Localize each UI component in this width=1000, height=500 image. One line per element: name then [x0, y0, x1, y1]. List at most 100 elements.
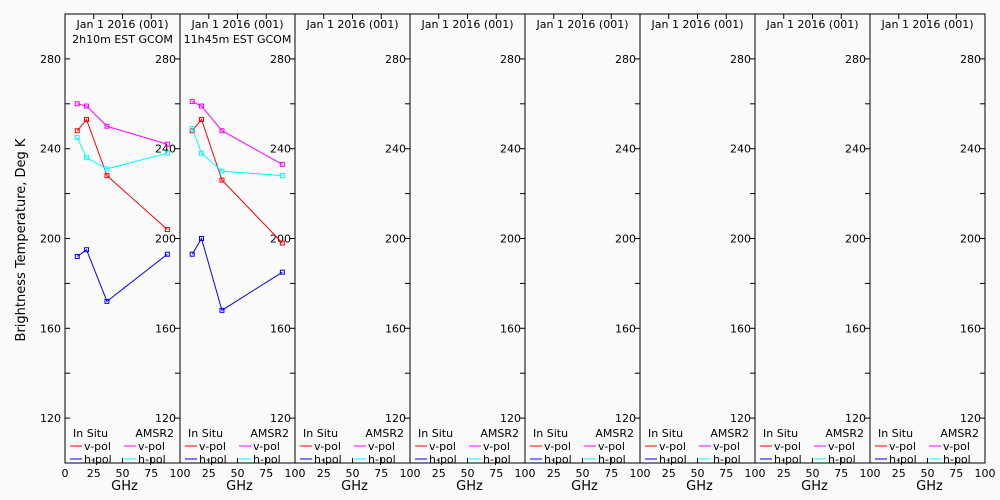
legend-group-label: AMSR2	[940, 427, 979, 440]
x-axis-label: GHz	[801, 479, 828, 494]
legend-label: h-pol	[84, 453, 112, 466]
legend-label: h-pol	[889, 453, 917, 466]
x-tick-label: 100	[285, 467, 306, 480]
x-tick-label: 75	[489, 467, 503, 480]
data-point	[84, 117, 90, 123]
legend-label: h-pol	[544, 453, 572, 466]
data-point	[279, 173, 285, 179]
y-tick-label: 120	[385, 412, 406, 425]
panel-subtitle: 2h10m EST GCOM	[72, 33, 173, 46]
y-tick-label: 240	[155, 143, 176, 156]
series-line	[76, 248, 168, 303]
x-tick-label: 100	[860, 467, 881, 480]
y-tick-label: 280	[500, 53, 521, 66]
y-tick-label-left: 160	[40, 322, 61, 335]
legend-label: v-pol	[889, 440, 916, 453]
data-point	[84, 103, 90, 109]
legend-label: h-pol	[368, 453, 396, 466]
x-tick-label: 100	[400, 467, 421, 480]
series-amsr2-v-pol	[189, 99, 285, 167]
x-tick-label: 50	[116, 467, 130, 480]
y-tick-label-left: 200	[40, 233, 61, 246]
data-point	[199, 117, 205, 123]
x-tick-label: 50	[921, 467, 935, 480]
x-tick-label: 100	[170, 467, 191, 480]
y-tick-label: 200	[500, 233, 521, 246]
x-tick-label: 75	[949, 467, 963, 480]
data-point	[84, 247, 90, 253]
y-tick-label: 240	[615, 143, 636, 156]
x-axis-label: GHz	[456, 479, 483, 494]
panel-4: 25 50 75 100 GHz 120 160 200 240 280 Jan 1 2016 (0…	[409, 13, 536, 494]
legend-group-label: In Situ	[418, 427, 453, 440]
data-point	[189, 99, 195, 105]
legend-label: v-pol	[598, 440, 625, 453]
y-tick-label: 200	[960, 233, 981, 246]
x-tick-label: 25	[202, 467, 216, 480]
data-point	[164, 251, 170, 257]
data-point	[199, 236, 205, 241]
x-tick-label: 0	[62, 467, 69, 480]
series-line	[76, 137, 168, 170]
y-tick-label: 160	[730, 322, 751, 335]
x-tick-label: 75	[834, 467, 848, 480]
y-tick-label: 240	[845, 143, 866, 156]
legend-label: h-pol	[483, 453, 511, 466]
y-tick-label: 280	[270, 53, 291, 66]
data-point	[219, 168, 225, 174]
legend-label: v-pol	[253, 440, 280, 453]
legend-group-label: In Situ	[533, 427, 568, 440]
panel-7: 25 50 75 100 GHz 120 160 200 240 280 Jan 1 2016 (0…	[754, 13, 881, 494]
series-in-situ-v-pol	[74, 117, 170, 233]
series-line	[77, 103, 168, 145]
panel-title: Jan 1 2016 (001)	[880, 18, 973, 31]
legend-label: v-pol	[943, 440, 970, 453]
y-tick-label: 280	[615, 53, 636, 66]
y-tick-label: 120	[270, 412, 291, 425]
x-tick-label: 50	[461, 467, 475, 480]
y-tick-label-left: 280	[40, 53, 61, 66]
y-tick-label: 120	[155, 412, 176, 425]
series-amsr2-h-pol	[189, 125, 285, 179]
series-line	[76, 118, 168, 230]
x-tick-label: 50	[806, 467, 820, 480]
x-axis-label: GHz	[686, 479, 713, 494]
panel-8: 25 50 75 100 GHz 120 160 200 240 280 Jan 1 2016 (0…	[869, 13, 996, 494]
y-tick-label: 200	[730, 233, 751, 246]
y-tick-label: 160	[270, 322, 291, 335]
x-tick-label: 75	[604, 467, 618, 480]
x-tick-label: 100	[515, 467, 536, 480]
panel-title: Jan 1 2016 (001)	[650, 18, 743, 31]
legend-label: h-pol	[314, 453, 342, 466]
legend-label: v-pol	[544, 440, 571, 453]
y-tick-label: 120	[960, 412, 981, 425]
legend-label: v-pol	[483, 440, 510, 453]
legend-label: v-pol	[138, 440, 165, 453]
y-tick-label: 240	[385, 143, 406, 156]
legend-label: h-pol	[253, 453, 281, 466]
legend-label: v-pol	[199, 440, 226, 453]
series-line	[191, 118, 283, 244]
legend-group-label: AMSR2	[595, 427, 634, 440]
legend-label: v-pol	[368, 440, 395, 453]
y-tick-label: 120	[845, 412, 866, 425]
y-tick-label: 240	[500, 143, 521, 156]
legend-group-label: In Situ	[763, 427, 798, 440]
series-in-situ-h-pol	[189, 236, 285, 313]
y-tick-label: 160	[385, 322, 406, 335]
x-axis-label: GHz	[111, 479, 138, 494]
data-point	[219, 177, 225, 183]
x-tick-label: 25	[547, 467, 561, 480]
data-point	[84, 155, 90, 161]
legend-group-label: AMSR2	[365, 427, 404, 440]
panel-6: 25 50 75 100 GHz 120 160 200 240 280 Jan 1 2016 (0…	[639, 13, 766, 494]
panel-subtitle: 11h45m EST GCOM	[184, 33, 292, 46]
x-tick-label: 25	[432, 467, 446, 480]
data-point	[104, 173, 110, 179]
data-point	[189, 125, 195, 131]
